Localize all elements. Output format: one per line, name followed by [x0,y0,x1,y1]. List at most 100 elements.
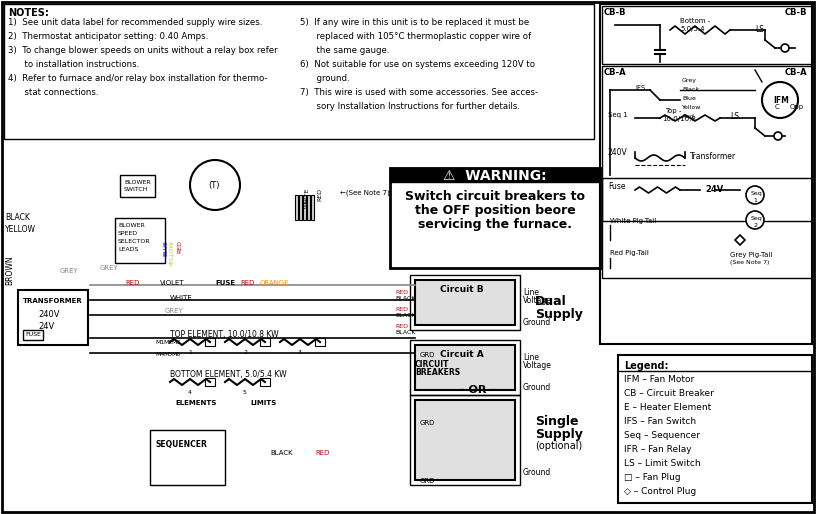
Text: IFM – Fan Motor: IFM – Fan Motor [624,375,694,384]
Bar [18,290,88,345]
Text: GRD: GRD [420,352,436,358]
Bar [311,195,314,220]
Bar [410,340,520,395]
Text: Seq: Seq [751,191,763,196]
Bar [410,395,520,485]
Text: 7)  This wire is used with some accessories. See acces-: 7) This wire is used with some accessori… [300,88,538,97]
Bar [410,275,520,330]
Text: (T): (T) [208,181,220,190]
Text: GREY: GREY [60,268,79,274]
Text: Bottom -: Bottom - [680,18,710,24]
Text: IFM: IFM [773,96,789,105]
Bar [260,378,270,386]
Text: ←(See Note 7): ←(See Note 7) [340,190,390,196]
Text: Top -: Top - [665,108,681,114]
Text: □ – Fan Plug: □ – Fan Plug [624,473,681,482]
Text: Circuit A: Circuit A [440,350,484,359]
Text: LIMITS: LIMITS [250,400,277,406]
Text: 4)  Refer to furnace and/or relay box installation for thermo-: 4) Refer to furnace and/or relay box ins… [8,74,268,83]
Text: RED: RED [240,280,255,286]
Text: M4: M4 [155,352,164,357]
Text: GREY: GREY [100,265,119,271]
Text: Supply: Supply [535,308,583,321]
Text: Seq: Seq [751,216,763,221]
Text: SPEED: SPEED [118,231,138,236]
Text: Ground: Ground [523,318,552,327]
Text: GRD: GRD [420,478,436,484]
Text: BLACK: BLACK [395,313,415,318]
Text: 2: 2 [753,223,757,228]
Text: (See Note 7): (See Note 7) [730,260,769,265]
Text: NOTES:: NOTES: [8,8,49,18]
Text: BLACK: BLACK [395,330,415,335]
Text: Switch circuit breakers to: Switch circuit breakers to [405,190,585,203]
Text: Seq 1: Seq 1 [608,112,628,118]
Text: Blue: Blue [682,96,696,101]
Text: 6)  Not suitable for use on systems exceeding 120V to: 6) Not suitable for use on systems excee… [300,60,535,69]
Text: FUSE: FUSE [25,332,41,337]
Text: BLACK: BLACK [395,296,415,301]
Text: Opp: Opp [790,104,804,110]
Text: CB-A: CB-A [785,68,808,77]
Polygon shape [735,235,745,245]
Text: to installation instructions.: to installation instructions. [8,60,140,69]
Text: RED: RED [395,307,408,312]
Text: CB – Circuit Breaker: CB – Circuit Breaker [624,389,714,398]
Text: Grey: Grey [682,78,697,83]
Text: Voltage: Voltage [523,296,552,305]
Text: M6: M6 [171,352,180,357]
Text: Grey Pig-Tail: Grey Pig-Tail [730,252,773,258]
Bar [260,338,270,346]
Text: IFR – Fan Relay: IFR – Fan Relay [624,445,692,454]
Text: RED: RED [395,290,408,295]
Text: BROWN: BROWN [5,255,14,285]
Text: 240V: 240V [38,310,60,319]
Text: TRANSFORMER: TRANSFORMER [23,298,82,304]
Text: BLOWER: BLOWER [124,180,151,185]
Bar [303,195,306,220]
Text: C: C [775,104,780,110]
Bar [299,195,302,220]
Text: 24V: 24V [705,185,723,194]
Text: 4: 4 [188,390,192,395]
Text: the OFF position beore: the OFF position beore [415,204,575,217]
Text: IFS: IFS [635,85,645,91]
Text: CB-B: CB-B [604,8,627,17]
Text: IFS – Fan Switch: IFS – Fan Switch [624,417,696,426]
Bar [390,168,600,182]
Text: RED: RED [315,450,330,456]
Text: BLUE: BLUE [163,240,168,256]
Bar [602,178,812,278]
Text: 10.0/10.8: 10.0/10.8 [662,116,696,122]
Circle shape [762,82,798,118]
Bar [120,175,155,197]
Text: - OR -: - OR - [460,385,494,395]
Text: ELEMENTS: ELEMENTS [175,400,216,406]
Text: Voltage: Voltage [523,361,552,370]
Bar [23,330,43,340]
Text: WHITE: WHITE [305,188,310,209]
Text: 5.0/5.4: 5.0/5.4 [680,26,704,32]
Bar [618,355,812,503]
Text: Legend:: Legend: [624,361,668,371]
Text: Transformer: Transformer [690,152,736,161]
Circle shape [781,44,789,52]
Text: SELECTOR: SELECTOR [118,239,151,244]
Bar [415,345,515,390]
Text: M5: M5 [163,352,172,357]
Text: servicing the furnace.: servicing the furnace. [418,218,572,231]
Text: ground.: ground. [300,74,349,83]
Text: SWITCH: SWITCH [124,187,149,192]
Bar [602,66,812,221]
Text: BLACK: BLACK [5,213,30,222]
Text: CB-B: CB-B [785,8,808,17]
Text: 2: 2 [243,350,247,355]
Text: replaced with 105°C thermoplastic copper wire of: replaced with 105°C thermoplastic copper… [300,32,531,41]
Text: stat connections.: stat connections. [8,88,99,97]
Text: E – Heater Element: E – Heater Element [624,403,712,412]
Text: White Pig-Tail: White Pig-Tail [610,218,656,224]
Bar [307,195,310,220]
Text: WHITE: WHITE [170,295,193,301]
Bar [390,168,600,268]
Text: 5: 5 [243,390,247,395]
